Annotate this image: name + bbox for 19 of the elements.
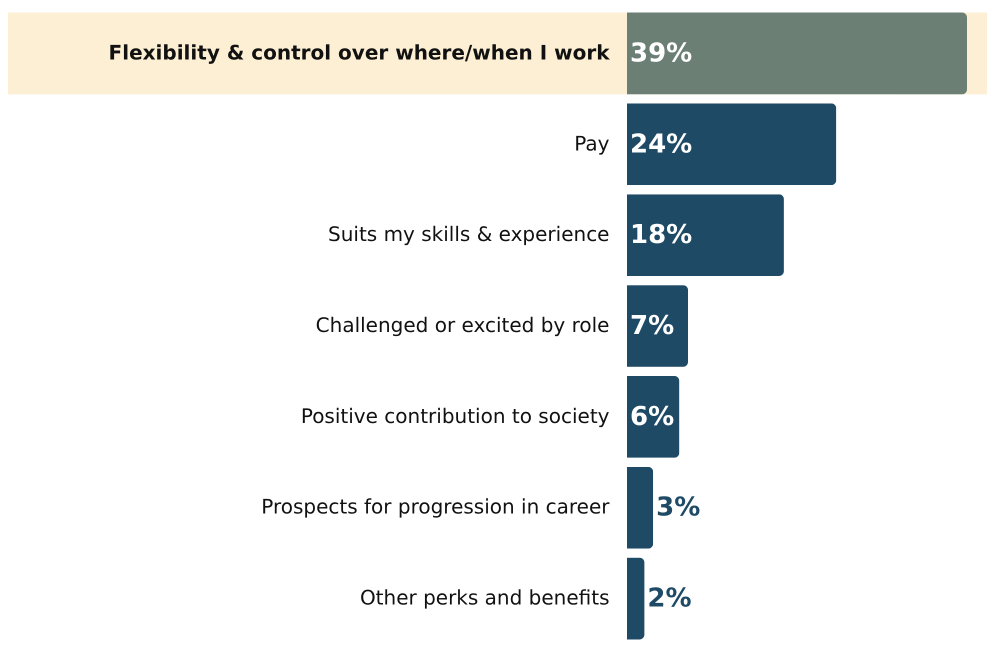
y-tick-label: Suits my skills & experience bbox=[328, 222, 610, 246]
y-tick-label: Other perks and benefits bbox=[360, 586, 610, 610]
data-label: 18% bbox=[630, 220, 692, 250]
bar bbox=[627, 466, 654, 549]
data-label: 24% bbox=[630, 129, 692, 160]
bar bbox=[627, 558, 644, 640]
data-label: 6% bbox=[630, 402, 674, 432]
data-label: 7% bbox=[630, 311, 674, 341]
y-tick-label: Positive contribution to society bbox=[300, 404, 610, 428]
y-tick-label: Flexibility & control over where/when I work bbox=[108, 40, 610, 64]
y-tick-label: Challenged or excited by role bbox=[316, 313, 610, 337]
bar bbox=[627, 285, 688, 367]
y-tick-label: Pay bbox=[574, 131, 610, 156]
data-label: 39% bbox=[630, 38, 692, 68]
data-label: 3% bbox=[656, 492, 700, 523]
y-tick-label: Prospects for progression in career bbox=[261, 494, 610, 519]
bar bbox=[627, 194, 784, 276]
data-label: 2% bbox=[647, 584, 692, 614]
bar bbox=[627, 103, 836, 186]
